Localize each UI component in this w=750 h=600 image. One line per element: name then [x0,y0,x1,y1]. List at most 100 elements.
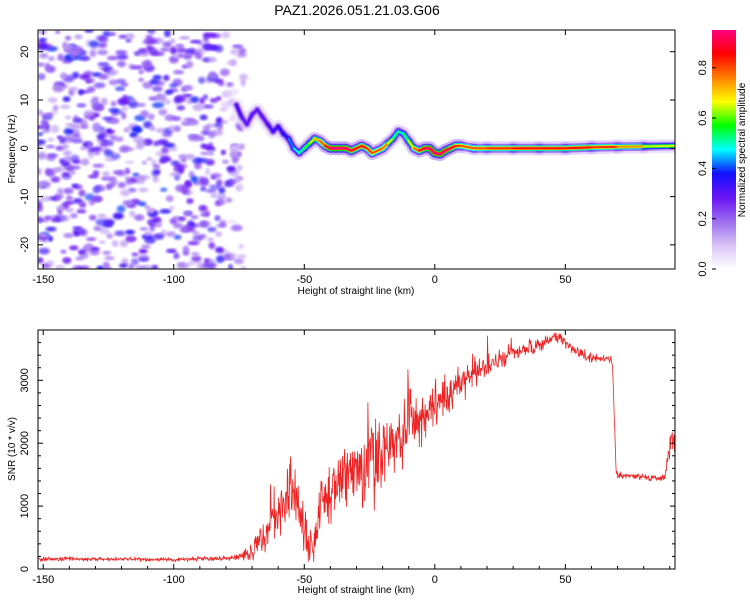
spectrogram-noise-blob [38,216,44,224]
spectrogram-noise-blob [161,146,169,154]
spectrogram-ridge-segment [355,144,363,150]
spectrogram-noise-blob [203,258,210,264]
spectrogram-noise-blob [162,41,172,48]
spectrogram-noise-blob [240,266,247,269]
spectrogram-noise-blob [233,258,244,265]
spectrogram-x-ticks: -150 -100 -50 0 50 [32,30,571,286]
spectrogram-noise-blob [198,179,209,187]
spectrogram-noise-blob [61,215,70,222]
spectrogram-noise-blob [193,230,200,238]
spectrogram-noise-blob [41,113,47,121]
spectrogram-noise-blob [38,144,42,149]
spectrogram-noise-blob [39,196,52,202]
spectrogram-noise-blob [120,189,131,197]
spectrogram-noise-blob [191,255,202,263]
spectrogram-noise-blob [169,38,176,44]
spectrogram-noise-blob [117,169,123,175]
spectrogram-noise-blob [192,236,203,242]
spectrogram-ridge-segment [428,147,436,155]
spectrogram-noise-blob [86,141,93,148]
spectrogram-ridge-segment [282,132,290,140]
spectrogram-y-ticks: -20 -10 0 10 20 [19,46,675,253]
spectrogram-noise-blob [202,104,214,109]
spectrogram-noise-blob [132,172,140,178]
spectrogram-noise-blob [225,219,238,224]
spectrogram-noise-blob [190,175,199,183]
spectrogram-noise-blob [62,257,72,264]
spectrogram-noise-blob [188,120,199,127]
spectrogram-noise-blob [52,104,59,111]
spectrogram-noise-blob [175,43,185,48]
spectrogram-noise-blob [99,227,110,235]
spectrogram-noise-blob [200,151,210,156]
spectrogram-noise-blob [118,263,128,268]
spectrogram-noise-blob [70,170,76,175]
spectrogram-noise-blob [60,104,71,110]
spectrogram-noise-blob [110,100,117,107]
spectrogram-noise-blob [74,34,83,40]
spectrogram-noise-blob [69,245,79,251]
spectrogram-noise-blob [50,125,60,133]
spectrogram-noise-blob [76,209,87,214]
spectrogram-noise-blob [170,160,181,166]
spectrogram-noise-blob [219,68,230,77]
spectrogram-noise-blob [129,210,136,218]
spectrogram-noise-blob [158,108,168,116]
spectrogram-noise-blob [134,51,141,56]
spectrogram-noise-blob [238,143,245,150]
spectrogram-noise-blob [89,115,95,121]
spectrogram-noise-blob [147,113,155,121]
spectrogram-noise-blob [76,103,87,108]
spectrogram-noise-blob [119,240,128,248]
spectrogram-ridge-segment [245,113,254,126]
snr-plot-area [38,330,675,569]
spectrogram-noise-blob [144,59,152,68]
spectrogram-noise-blob [96,133,106,141]
spectrogram-noise-blob [153,217,161,222]
spectrogram-noise-blob [38,151,47,160]
spectrogram-noise-blob [186,198,194,204]
spectrogram-noise-blob [77,249,86,255]
spectrogram-x-tick-label: 50 [559,274,571,286]
spectrogram-noise-blob [169,172,181,177]
spectrogram-noise-blob [208,71,217,79]
spectrogram-noise-blob [204,210,211,217]
spectrogram-noise-blob [124,176,131,180]
spectrogram-noise-blob [198,97,206,105]
spectrogram-noise-blob [214,215,221,222]
spectrogram-noise-blob [55,166,66,172]
spectrogram-noise-blob [102,266,112,269]
spectrogram-noise-blob [138,77,145,82]
snr-y-ticks: 0 1000 2000 3000 [19,342,675,572]
spectrogram-noise-blob [71,183,79,189]
spectrogram-noise-blob [107,140,114,146]
spectrogram-noise-blob [89,250,100,256]
spectrogram-ridge-segment [319,140,327,147]
spectrogram-noise-blob [78,201,87,209]
spectrogram-noise-blob [43,215,53,220]
spectrogram-noise-blob [47,137,55,142]
spectrogram-noise-blob [63,150,73,156]
spectrogram-noise-blob [200,263,210,269]
spectrogram-ridge-segment [324,144,332,150]
spectrogram-noise-blob [45,112,54,117]
spectrogram-noise-blob [194,162,202,170]
spectrogram-noise-blob [163,74,170,81]
spectrogram-noise-blob [117,182,126,189]
spectrogram-noise-blob [227,88,239,96]
spectrogram-ridge-segment [381,142,389,150]
spectrogram-noise-blob [154,222,163,228]
spectrogram-noise-blob [72,226,83,231]
spectrogram-noise-blob [217,124,223,131]
spectrogram-noise-blob [164,114,176,122]
spectrogram-noise-blob [149,223,155,232]
spectrogram-noise-blob [192,157,202,164]
spectrogram-noise-blob [125,38,132,43]
spectrogram-noise-blob [38,200,43,208]
spectrogram-ridge-segment [251,108,259,116]
spectrogram-noise-blob [144,236,156,244]
colorbar-ticks: 0.0 0.2 0.4 0.6 0.8 [697,60,716,277]
spectrogram-noise-blob [172,222,183,229]
